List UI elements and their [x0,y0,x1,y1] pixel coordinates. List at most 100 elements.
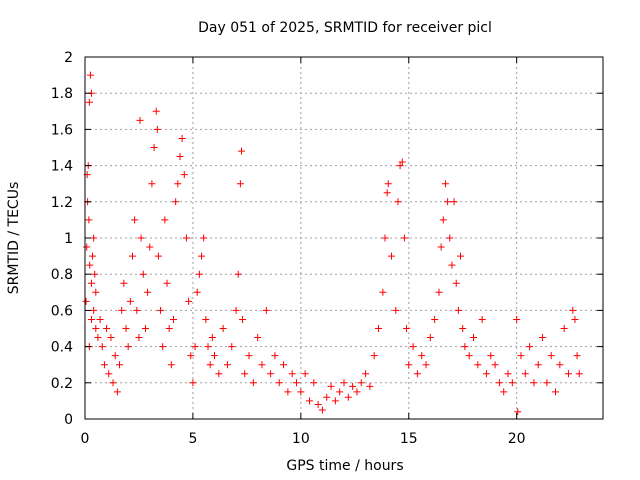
data-point [82,297,90,305]
data-point [357,379,365,387]
data-point [139,270,147,278]
y-tick-label: 0.4 [51,340,73,356]
data-point [92,325,100,332]
data-point [152,107,160,115]
data-point [245,352,253,360]
data-point [487,352,495,360]
data-point [254,334,262,342]
data-point [189,379,197,387]
data-point [85,216,93,224]
data-point [105,370,113,378]
data-point [305,397,313,405]
data-point [441,180,449,188]
data-point [387,252,395,260]
data-point [165,325,173,332]
y-axis-ticks: 0 0.2 0.4 0.6 0.8 1 1.2 1.4 1.6 1.8 2 [51,50,603,428]
data-point [400,234,408,242]
data-point [90,306,98,314]
data-point [418,352,426,360]
data-point [383,189,391,197]
data-point [241,370,249,378]
data-point [403,325,411,332]
data-point [163,279,171,287]
data-point [514,408,522,416]
data-point [137,234,145,242]
data-point [288,370,296,378]
data-point [262,306,270,314]
data-point [185,297,193,305]
data-point [575,370,583,378]
data-point [564,370,572,378]
y-tick-label: 1.6 [51,122,73,138]
data-point [193,288,201,296]
data-point [128,252,136,260]
data-point [94,334,102,342]
data-point [573,352,581,360]
grid-lines [85,57,603,419]
data-point [200,234,208,242]
data-point [318,406,326,414]
data-point [146,243,154,251]
y-tick-label: 0.6 [51,303,73,319]
data-point [86,71,94,79]
data-point [157,306,165,314]
data-point [543,379,551,387]
y-tick-label: 1.8 [51,86,73,102]
data-point [370,352,378,360]
data-point [89,252,97,260]
x-tick-label: 15 [400,431,418,447]
data-point [234,270,242,278]
data-point [153,125,161,133]
data-point [454,306,462,314]
data-point [327,382,335,390]
data-point [465,352,473,360]
data-point [435,288,443,296]
data-point [215,370,223,378]
data-point [174,180,182,188]
data-point [381,234,389,242]
data-point [131,216,139,224]
data-point [206,361,214,369]
data-point [336,388,344,396]
data-point [103,325,111,332]
data-point [539,334,547,342]
y-tick-label: 1 [64,231,73,247]
data-point [86,261,94,269]
data-point [111,352,119,360]
data-point [187,352,195,360]
data-point [409,343,417,351]
data-point [204,343,212,351]
data-point [237,147,245,155]
x-tick-label: 0 [81,431,90,447]
data-point [96,315,104,323]
data-point [239,315,247,323]
data-point [236,180,244,188]
data-point [159,343,167,351]
data-point [452,279,460,287]
data-point [353,388,361,396]
data-point [91,270,99,278]
data-point [109,379,117,387]
data-point [517,352,525,360]
x-axis-ticks: 0 5 10 15 20 [81,57,526,447]
data-point [314,401,322,409]
x-tick-label: 20 [508,431,526,447]
data-point [223,361,231,369]
data-point [552,388,560,396]
data-point [547,352,555,360]
data-point [384,180,392,188]
data-point [228,343,236,351]
data-point [87,279,95,287]
x-axis-label: GPS time / hours [286,458,403,474]
data-point [504,370,512,378]
data-point [461,343,469,351]
data-point [144,288,152,296]
data-point [135,334,143,342]
data-point [126,297,134,305]
data-point [133,306,141,314]
data-point [176,153,184,161]
data-point [107,334,115,342]
data-point [446,234,454,242]
y-tick-label: 1.4 [51,159,73,175]
